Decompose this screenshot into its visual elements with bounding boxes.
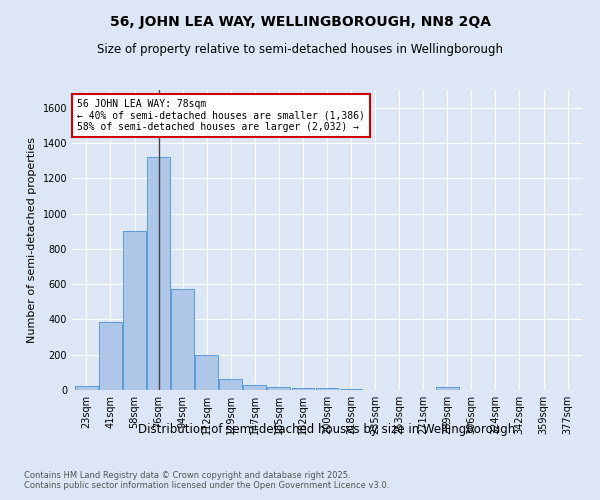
Y-axis label: Number of semi-detached properties: Number of semi-detached properties bbox=[27, 137, 37, 343]
Text: 56 JOHN LEA WAY: 78sqm
← 40% of semi-detached houses are smaller (1,386)
58% of : 56 JOHN LEA WAY: 78sqm ← 40% of semi-det… bbox=[77, 99, 365, 132]
Text: Size of property relative to semi-detached houses in Wellingborough: Size of property relative to semi-detach… bbox=[97, 42, 503, 56]
Bar bbox=[316, 388, 338, 390]
Bar bbox=[195, 354, 218, 390]
Text: Distribution of semi-detached houses by size in Wellingborough: Distribution of semi-detached houses by … bbox=[139, 422, 515, 436]
Bar bbox=[436, 388, 459, 390]
Bar bbox=[147, 157, 170, 390]
Bar bbox=[244, 384, 266, 390]
Bar bbox=[171, 290, 194, 390]
Bar bbox=[220, 378, 242, 390]
Bar bbox=[268, 388, 290, 390]
Bar bbox=[75, 386, 98, 390]
Bar bbox=[99, 322, 122, 390]
Text: 56, JOHN LEA WAY, WELLINGBOROUGH, NN8 2QA: 56, JOHN LEA WAY, WELLINGBOROUGH, NN8 2Q… bbox=[110, 15, 491, 29]
Bar bbox=[123, 231, 146, 390]
Bar bbox=[292, 388, 314, 390]
Text: Contains HM Land Registry data © Crown copyright and database right 2025.
Contai: Contains HM Land Registry data © Crown c… bbox=[24, 470, 389, 490]
Bar bbox=[340, 389, 362, 390]
